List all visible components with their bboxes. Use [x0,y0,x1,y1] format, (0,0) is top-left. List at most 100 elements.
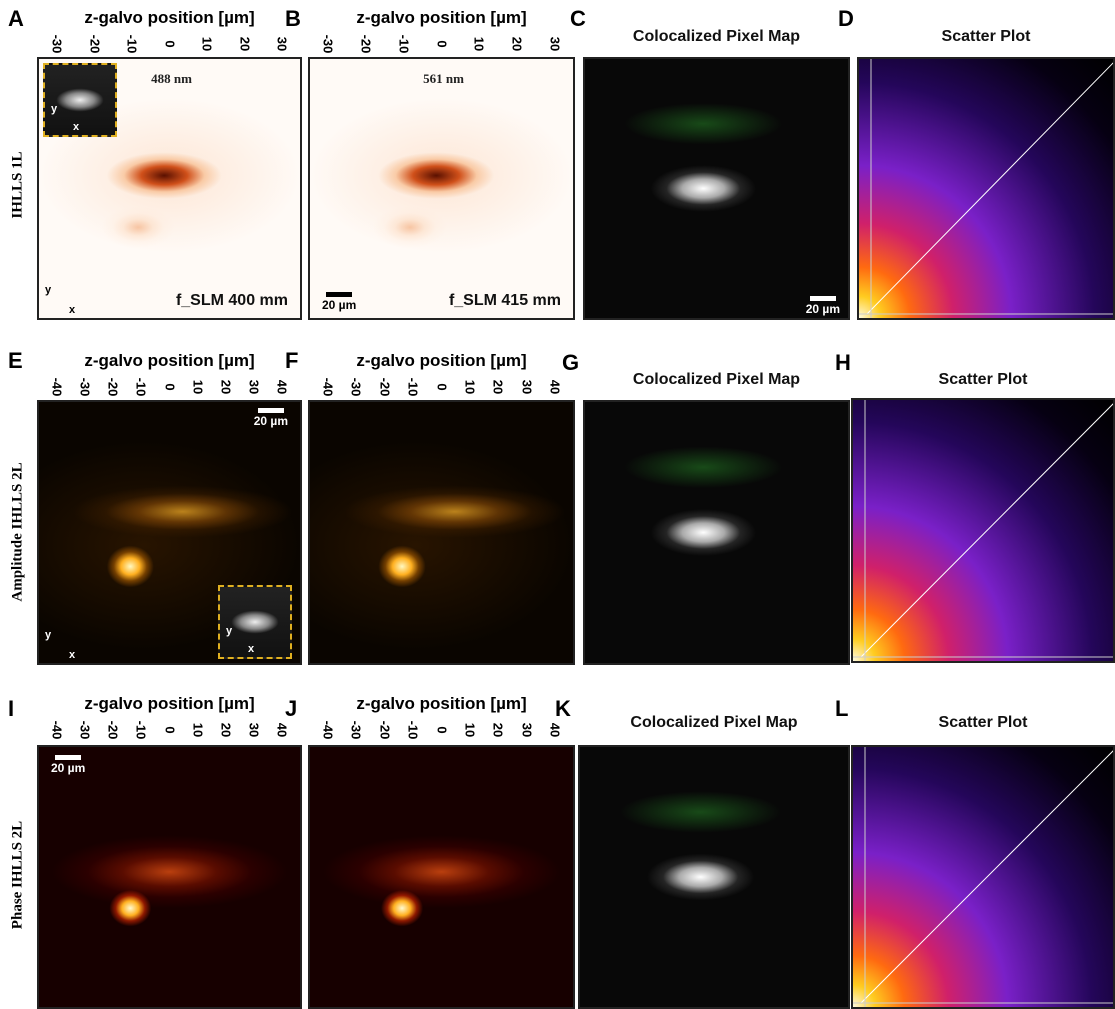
tick-label: -20 [106,721,121,740]
panel-letter: H [835,350,851,376]
tick-label: 20 [510,37,525,51]
tick-label: -40 [50,721,65,740]
tick-label: 10 [190,723,205,737]
panel-letter: J [285,696,297,722]
tick-label: 0 [434,383,449,390]
tick-label: 30 [246,380,261,394]
inset-axis-label: y [226,625,232,637]
inset-axis-label: y [51,103,57,115]
panel-title: Scatter Plot [939,371,1028,389]
tick-label: 40 [275,723,290,737]
axis-title: z-galvo position [µm] [84,694,254,714]
axis-title: z-galvo position [µm] [356,8,526,28]
axis-title: z-galvo position [µm] [84,8,254,28]
tick-label: -40 [321,721,336,740]
panel-letter: G [562,350,579,376]
tick-label: 20 [491,723,506,737]
panel-letter: F [285,348,298,374]
row-label: IHLLS 1L [10,151,27,218]
tick-label: -20 [106,378,121,397]
tick-label: -10 [396,35,411,54]
tick-label: -30 [78,378,93,397]
image-panel: 20 µm [583,57,850,320]
diagonal [859,59,1115,320]
panel-letter: L [835,696,848,722]
tick-label: 30 [246,723,261,737]
tick-label: -40 [50,378,65,397]
tick-label: 30 [519,380,534,394]
diagonal [853,400,1115,663]
tick-label: 0 [162,383,177,390]
image-panel [851,398,1115,663]
tick-label: -10 [134,721,149,740]
tick-label: 40 [548,380,563,394]
tick-label: 30 [519,723,534,737]
image-panel: 20 µm [37,745,302,1009]
panel-letter: K [555,696,571,722]
axis-x-label: x [69,649,75,661]
panel-title: Scatter Plot [942,28,1031,46]
tick-label: -10 [134,378,149,397]
image-panel [578,745,850,1009]
tick-label: 30 [548,37,563,51]
tick-label: 10 [472,37,487,51]
tick-label: -30 [349,721,364,740]
focal-length-label: f_SLM 415 mm [449,292,561,310]
tick-label: 20 [491,380,506,394]
panel-letter: D [838,6,854,32]
panel-letter: B [285,6,301,32]
panel-letter: C [570,6,586,32]
tick-label: 10 [462,380,477,394]
figure: IHLLS 1LAmplitude IHLLS 2LPhase IHLLS 2L… [0,0,1115,1009]
tick-label: -10 [406,378,421,397]
axis-x-label: x [69,304,75,316]
tick-label: 20 [218,723,233,737]
axis-y-label: y [45,284,51,296]
tick-label: -20 [358,35,373,54]
panel-letter: E [8,348,23,374]
panel-title: Colocalized Pixel Map [633,371,800,389]
axis-title: z-galvo position [µm] [356,694,526,714]
tick-label: 0 [434,40,449,47]
axis-title: z-galvo position [µm] [84,351,254,371]
image-panel [308,745,575,1009]
scale-bar: 20 µm [51,755,85,775]
axis-y-label: y [45,629,51,641]
panel-letter: A [8,6,24,32]
scale-bar: 20 µm [806,296,840,316]
row-label: Phase IHLLS 2L [10,821,27,929]
tick-label: -30 [321,35,336,54]
tick-label: 10 [462,723,477,737]
tick-label: 20 [218,380,233,394]
tick-label: -10 [406,721,421,740]
panel-title: Colocalized Pixel Map [633,28,800,46]
tick-label: -20 [87,35,102,54]
tick-label: -30 [50,35,65,54]
tick-label: 40 [548,723,563,737]
image-panel [583,400,850,665]
tick-label: 10 [200,37,215,51]
wavelength-label: 488 nm [151,71,192,87]
panel-title: Colocalized Pixel Map [630,714,797,732]
image-panel [857,57,1115,320]
diagonal [853,747,1115,1009]
tick-label: 30 [275,37,290,51]
panel-title: Scatter Plot [939,714,1028,732]
tick-label: -30 [349,378,364,397]
tick-label: 0 [162,40,177,47]
axis-title: z-galvo position [µm] [356,351,526,371]
tick-label: -20 [377,721,392,740]
inset-axis-label: x [73,121,79,133]
scale-bar: 20 µm [322,292,356,312]
tick-label: 10 [190,380,205,394]
scale-bar: 20 µm [254,408,288,428]
image-panel [851,745,1115,1009]
tick-label: 0 [162,726,177,733]
tick-label: -20 [377,378,392,397]
image-panel [308,400,575,665]
